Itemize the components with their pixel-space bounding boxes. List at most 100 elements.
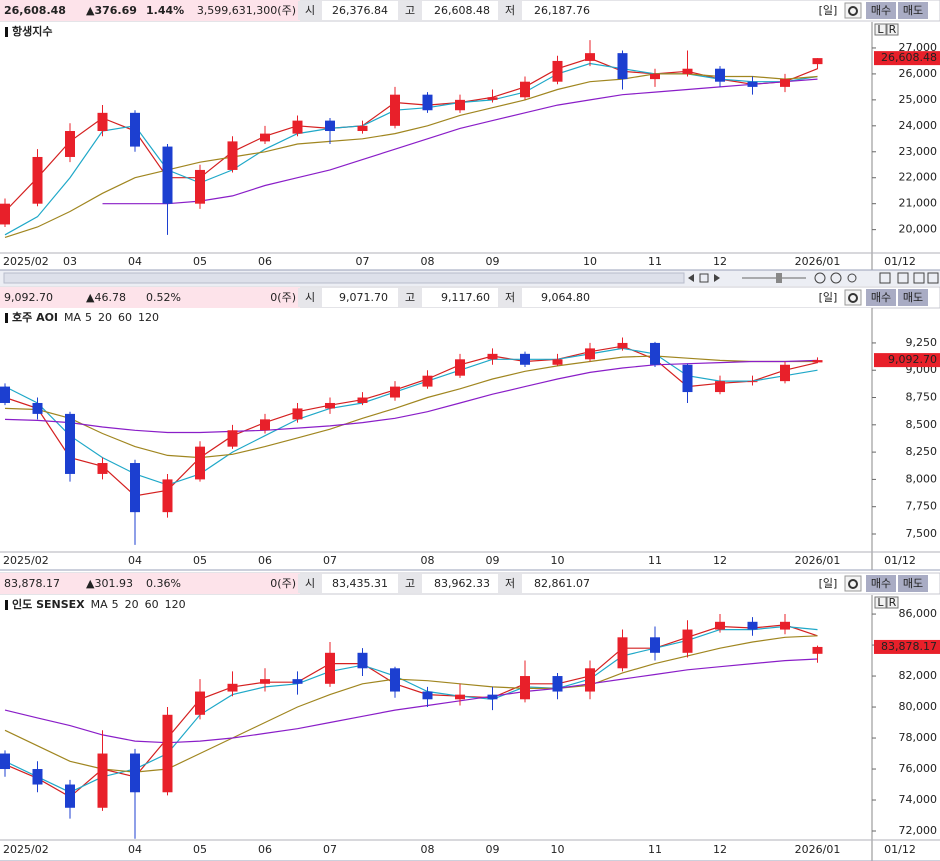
axis-button-bg[interactable] [874, 23, 887, 36]
current-price-label: 26,608.48 [881, 51, 937, 64]
period-button[interactable]: [일] [819, 3, 838, 17]
candle-body [357, 397, 368, 403]
buy-button[interactable]: 매수 [871, 577, 891, 590]
buy-button-bg[interactable] [866, 289, 896, 306]
chart-toolbar [0, 270, 940, 286]
settings-icon [848, 6, 858, 16]
candle-body [715, 68, 725, 82]
period-button[interactable]: [일] [819, 290, 838, 304]
scrollbar[interactable] [3, 272, 685, 284]
scroll-left[interactable] [688, 274, 694, 282]
candle-body [455, 694, 465, 700]
buy-button[interactable]: 매수 [871, 291, 891, 304]
chart: 20,000 21,000 22,000 23,000 24,000 25,000 26,0… [0, 22, 940, 271]
candle-body [552, 359, 563, 365]
zoom-in[interactable] [830, 272, 842, 284]
axis-button[interactable]: R [889, 23, 897, 36]
y-tick-label: 20,000 [899, 223, 938, 236]
field-label: 고 [405, 577, 415, 590]
panel-header: 26,608.48 ▲376.69 1.44% 3,599,631,300(주) 시 26… [0, 0, 940, 36]
scroll-right[interactable] [714, 274, 720, 282]
change-pct: 0.36% [146, 577, 181, 590]
candle-body [487, 694, 498, 700]
sell-button[interactable]: 매도 [903, 577, 923, 590]
sell-button-bg[interactable] [898, 289, 928, 306]
buy-button-bg[interactable] [866, 2, 896, 19]
candle-body [130, 753, 140, 793]
volume: 0(주) [270, 291, 296, 304]
change-pct: 0.52% [146, 291, 181, 304]
x-tick-label: 08 [421, 554, 435, 567]
y-tick-label: 8,750 [906, 391, 938, 404]
field-label: 고 [405, 4, 415, 17]
field-label: 시 [305, 577, 315, 590]
tool-icon[interactable] [927, 272, 939, 284]
axis-button[interactable]: L [877, 23, 884, 36]
x-tick-label: 05 [193, 843, 207, 856]
axis-button-bg[interactable] [886, 23, 899, 36]
legend-marker [5, 27, 8, 37]
current-price-label: 83,878.17 [881, 640, 937, 653]
settings-icon[interactable] [847, 273, 857, 283]
moving-average-line [4, 73, 818, 238]
date-label: 01/12 [884, 554, 916, 567]
candle-body [422, 375, 433, 387]
zoom-out[interactable] [814, 272, 826, 284]
current-price: 9,092.70 [4, 291, 53, 304]
chart: 72,00074,00076,00078,00080,00082,00084,0… [0, 595, 940, 861]
x-tick-label: 03 [63, 255, 77, 268]
field-label: 저 [505, 577, 515, 590]
period-button[interactable]: [일] [819, 576, 838, 590]
axis-button[interactable]: L [877, 596, 884, 609]
price-change: ▲46.78 [86, 291, 126, 304]
axis-button-bg[interactable] [874, 596, 887, 609]
x-tick-label: 2026/01 [795, 554, 841, 567]
candle-body [97, 753, 108, 808]
candle-body [812, 646, 823, 654]
settings-button[interactable] [844, 2, 862, 19]
y-tick-label: 26,000 [899, 67, 938, 80]
tool-icon[interactable] [913, 272, 925, 284]
zoom-thumb[interactable] [776, 273, 782, 283]
settings-button[interactable] [844, 289, 862, 306]
candle-body [747, 621, 758, 630]
scroll-pause[interactable] [699, 273, 709, 283]
x-tick-label: 04 [128, 255, 142, 268]
legend-entry: 5 [85, 311, 92, 324]
candle-body [0, 753, 10, 770]
legend-prefix: MA [64, 311, 81, 324]
candle-body [65, 784, 75, 808]
field-label-bg [298, 574, 322, 593]
tool-icon[interactable] [879, 272, 891, 284]
settings-icon [848, 293, 858, 303]
sell-button[interactable]: 매도 [903, 4, 923, 17]
legend-entry: 20 [125, 598, 139, 611]
x-tick-label: 2026/01 [795, 255, 841, 268]
price-bg [0, 573, 300, 594]
field-value: 83,962.33 [434, 577, 490, 590]
candle-body [0, 386, 10, 403]
axis-button-bg[interactable] [886, 596, 899, 609]
field-label-bg [398, 574, 422, 593]
current-price-box [874, 639, 940, 654]
candle-body [357, 125, 368, 132]
y-tick-label: 9,250 [906, 336, 938, 349]
x-tick-label: 09 [486, 554, 500, 567]
candle-body [617, 342, 628, 349]
buy-button-bg[interactable] [866, 575, 896, 592]
tool-icon[interactable] [897, 272, 909, 284]
sell-button[interactable]: 매도 [903, 291, 923, 304]
sell-button-bg[interactable] [898, 575, 928, 592]
price-bg [0, 0, 300, 21]
y-tick-label: 7,500 [906, 527, 938, 540]
buy-button[interactable]: 매수 [871, 4, 891, 17]
candle-body [390, 94, 400, 126]
sell-button-bg[interactable] [898, 2, 928, 19]
field-label: 시 [305, 4, 315, 17]
settings-button[interactable] [844, 575, 862, 592]
x-tick-label: 12 [713, 843, 727, 856]
x-tick-label: 11 [648, 554, 662, 567]
axis-button[interactable]: R [889, 596, 897, 609]
date-label: 01/12 [884, 843, 916, 856]
candle-body [780, 364, 790, 382]
